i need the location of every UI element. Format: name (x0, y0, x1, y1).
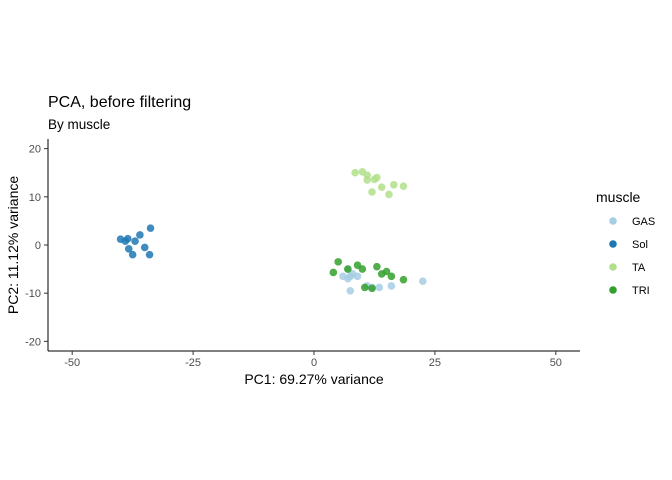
data-point-ta (368, 188, 376, 196)
data-point-ta (390, 180, 398, 189)
data-point-tri (329, 268, 338, 277)
y-tick-label: 10 (29, 192, 41, 204)
data-points (116, 167, 427, 295)
data-point-tri (399, 275, 408, 284)
data-point-tri (334, 258, 342, 266)
data-point-ta (373, 173, 381, 182)
legend-label-sol: Sol (632, 239, 648, 251)
legend: muscle GAS Sol TA TRI (596, 189, 655, 297)
y-tick-label: -10 (25, 288, 41, 300)
data-point-gas (344, 274, 352, 283)
data-point-ta (399, 182, 408, 191)
legend-key-gas (609, 217, 617, 225)
data-point-ta (351, 168, 359, 177)
data-point-sol (145, 250, 154, 259)
data-point-tri (368, 284, 376, 293)
legend-title: muscle (596, 189, 641, 205)
data-point-gas (346, 286, 355, 295)
data-point-gas (419, 277, 427, 285)
data-point-ta (377, 183, 386, 191)
data-point-ta (385, 190, 393, 199)
x-tick-label: 0 (311, 357, 317, 369)
x-tick-label: 25 (429, 357, 441, 369)
chart-subtitle: By muscle (48, 117, 110, 132)
y-tick-label: 0 (35, 240, 41, 252)
data-point-sol (124, 234, 132, 243)
data-point-gas (353, 272, 362, 281)
legend-label-tri: TRI (632, 285, 650, 297)
y-tick-label: -20 (25, 336, 41, 348)
data-point-tri (387, 272, 396, 281)
data-point-sol (140, 243, 149, 252)
data-point-gas (387, 282, 396, 290)
data-point-tri (358, 265, 367, 273)
data-point-sol (131, 237, 139, 245)
legend-key-sol (609, 240, 617, 248)
data-point-tri (360, 283, 369, 292)
data-point-tri (344, 265, 352, 273)
legend-key-tri (609, 286, 617, 294)
legend-label-ta: TA (632, 262, 646, 274)
x-axis-ticks: -50 -25 0 25 50 (64, 351, 562, 369)
legend-key-ta (609, 263, 617, 271)
data-point-sol (128, 250, 137, 259)
x-tick-label: 50 (550, 357, 562, 369)
data-point-tri (373, 262, 381, 271)
x-tick-label: -50 (64, 357, 80, 369)
data-point-sol (124, 245, 133, 253)
x-axis-title: PC1: 69.27% variance (244, 371, 384, 387)
y-axis-title: PC2: 11.12% variance (5, 176, 21, 314)
x-tick-label: -25 (185, 357, 201, 369)
data-point-sol (146, 224, 155, 232)
y-axis-ticks: -20 -10 0 10 20 (25, 144, 48, 348)
data-point-gas (375, 283, 384, 292)
data-point-sol (136, 231, 144, 239)
data-point-tri (382, 267, 391, 276)
chart-title: PCA, before filtering (48, 94, 191, 111)
data-point-ta (363, 176, 372, 184)
y-tick-label: 20 (29, 144, 41, 156)
legend-label-gas: GAS (632, 216, 655, 228)
